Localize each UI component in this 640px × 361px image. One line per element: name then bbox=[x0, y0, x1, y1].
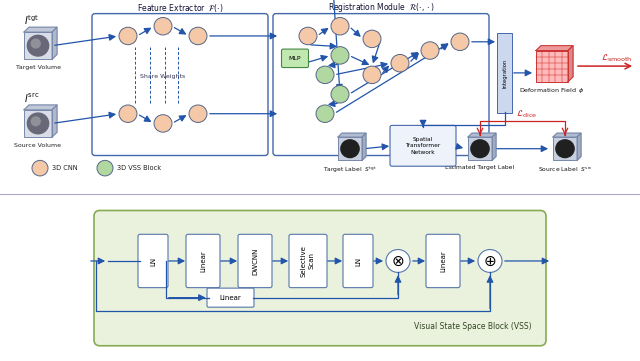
Circle shape bbox=[28, 113, 49, 134]
Text: Selective
Scan: Selective Scan bbox=[301, 245, 315, 277]
Text: $\oplus$: $\oplus$ bbox=[483, 253, 497, 269]
Text: Spatial
Transformer
Network: Spatial Transformer Network bbox=[405, 137, 440, 155]
Circle shape bbox=[421, 42, 439, 59]
Polygon shape bbox=[553, 133, 581, 137]
Text: $\mathcal{L}_{\rm dice}$: $\mathcal{L}_{\rm dice}$ bbox=[516, 108, 538, 119]
Text: $\otimes$: $\otimes$ bbox=[391, 253, 404, 269]
Circle shape bbox=[316, 66, 334, 84]
Polygon shape bbox=[468, 133, 496, 137]
Polygon shape bbox=[52, 27, 57, 59]
Circle shape bbox=[471, 140, 489, 157]
Text: Registration Module  $\mathcal{R}(\cdot,\cdot)$: Registration Module $\mathcal{R}(\cdot,\… bbox=[328, 1, 435, 14]
FancyBboxPatch shape bbox=[497, 33, 512, 113]
Text: Source Volume: Source Volume bbox=[15, 143, 61, 148]
Circle shape bbox=[154, 17, 172, 35]
FancyBboxPatch shape bbox=[553, 137, 577, 160]
FancyBboxPatch shape bbox=[24, 110, 52, 137]
FancyBboxPatch shape bbox=[273, 14, 489, 156]
Polygon shape bbox=[362, 133, 366, 160]
Circle shape bbox=[299, 27, 317, 45]
Circle shape bbox=[331, 17, 349, 35]
Text: Target Volume: Target Volume bbox=[15, 65, 61, 70]
Text: Share Weights: Share Weights bbox=[140, 74, 186, 79]
Circle shape bbox=[31, 39, 40, 48]
FancyBboxPatch shape bbox=[92, 14, 268, 156]
Text: DWCNN: DWCNN bbox=[252, 247, 258, 275]
Polygon shape bbox=[24, 105, 57, 110]
FancyBboxPatch shape bbox=[426, 234, 460, 288]
Circle shape bbox=[31, 117, 40, 126]
Text: MLP: MLP bbox=[289, 56, 301, 61]
Polygon shape bbox=[52, 105, 57, 137]
Circle shape bbox=[316, 105, 334, 122]
Text: Deformation Field  $\phi$: Deformation Field $\phi$ bbox=[519, 86, 585, 95]
Text: LN: LN bbox=[150, 256, 156, 266]
Text: Target Label  $S^{\rm tgt}$: Target Label $S^{\rm tgt}$ bbox=[323, 165, 377, 175]
Circle shape bbox=[154, 115, 172, 132]
FancyBboxPatch shape bbox=[138, 234, 168, 288]
Text: $\mathcal{L}_{\rm smooth}$: $\mathcal{L}_{\rm smooth}$ bbox=[602, 53, 633, 64]
Circle shape bbox=[32, 160, 48, 176]
Polygon shape bbox=[577, 133, 581, 160]
FancyBboxPatch shape bbox=[94, 210, 546, 346]
Circle shape bbox=[478, 249, 502, 273]
Text: $I^{\rm src}$: $I^{\rm src}$ bbox=[24, 92, 39, 105]
FancyBboxPatch shape bbox=[186, 234, 220, 288]
Text: Integration: Integration bbox=[502, 58, 507, 87]
Circle shape bbox=[331, 86, 349, 103]
Text: LN: LN bbox=[355, 256, 361, 266]
Text: Linear: Linear bbox=[440, 250, 446, 272]
FancyBboxPatch shape bbox=[390, 125, 456, 166]
FancyBboxPatch shape bbox=[338, 137, 362, 160]
Polygon shape bbox=[24, 27, 57, 32]
FancyBboxPatch shape bbox=[238, 234, 272, 288]
Circle shape bbox=[341, 140, 359, 157]
Polygon shape bbox=[568, 46, 573, 82]
Text: Source Label  $S^{\rm src}$: Source Label $S^{\rm src}$ bbox=[538, 165, 593, 174]
Circle shape bbox=[386, 249, 410, 273]
Text: 3D VSS Block: 3D VSS Block bbox=[117, 165, 161, 171]
FancyBboxPatch shape bbox=[24, 32, 52, 59]
Circle shape bbox=[119, 27, 137, 45]
Circle shape bbox=[363, 30, 381, 48]
Circle shape bbox=[363, 66, 381, 84]
Circle shape bbox=[391, 55, 409, 72]
Text: 3D CNN: 3D CNN bbox=[52, 165, 77, 171]
Circle shape bbox=[331, 47, 349, 64]
Circle shape bbox=[189, 27, 207, 45]
Circle shape bbox=[451, 33, 469, 51]
FancyBboxPatch shape bbox=[282, 49, 308, 68]
Polygon shape bbox=[338, 133, 366, 137]
Text: $I^{\rm tgt}$: $I^{\rm tgt}$ bbox=[24, 13, 39, 27]
Circle shape bbox=[119, 105, 137, 122]
Text: Feature Extractor  $\mathcal{F}(\cdot)$: Feature Extractor $\mathcal{F}(\cdot)$ bbox=[137, 1, 223, 14]
Circle shape bbox=[189, 105, 207, 122]
Circle shape bbox=[28, 35, 49, 56]
Text: Estimated Target Label: Estimated Target Label bbox=[445, 165, 515, 170]
FancyBboxPatch shape bbox=[289, 234, 327, 288]
FancyBboxPatch shape bbox=[536, 51, 568, 82]
Circle shape bbox=[556, 140, 574, 157]
Polygon shape bbox=[536, 46, 573, 51]
Text: Linear: Linear bbox=[220, 295, 241, 301]
Polygon shape bbox=[492, 133, 496, 160]
FancyBboxPatch shape bbox=[343, 234, 373, 288]
FancyBboxPatch shape bbox=[468, 137, 492, 160]
Text: Visual State Space Block (VSS): Visual State Space Block (VSS) bbox=[414, 322, 532, 331]
FancyBboxPatch shape bbox=[207, 288, 254, 307]
Circle shape bbox=[97, 160, 113, 176]
Text: Linear: Linear bbox=[200, 250, 206, 272]
